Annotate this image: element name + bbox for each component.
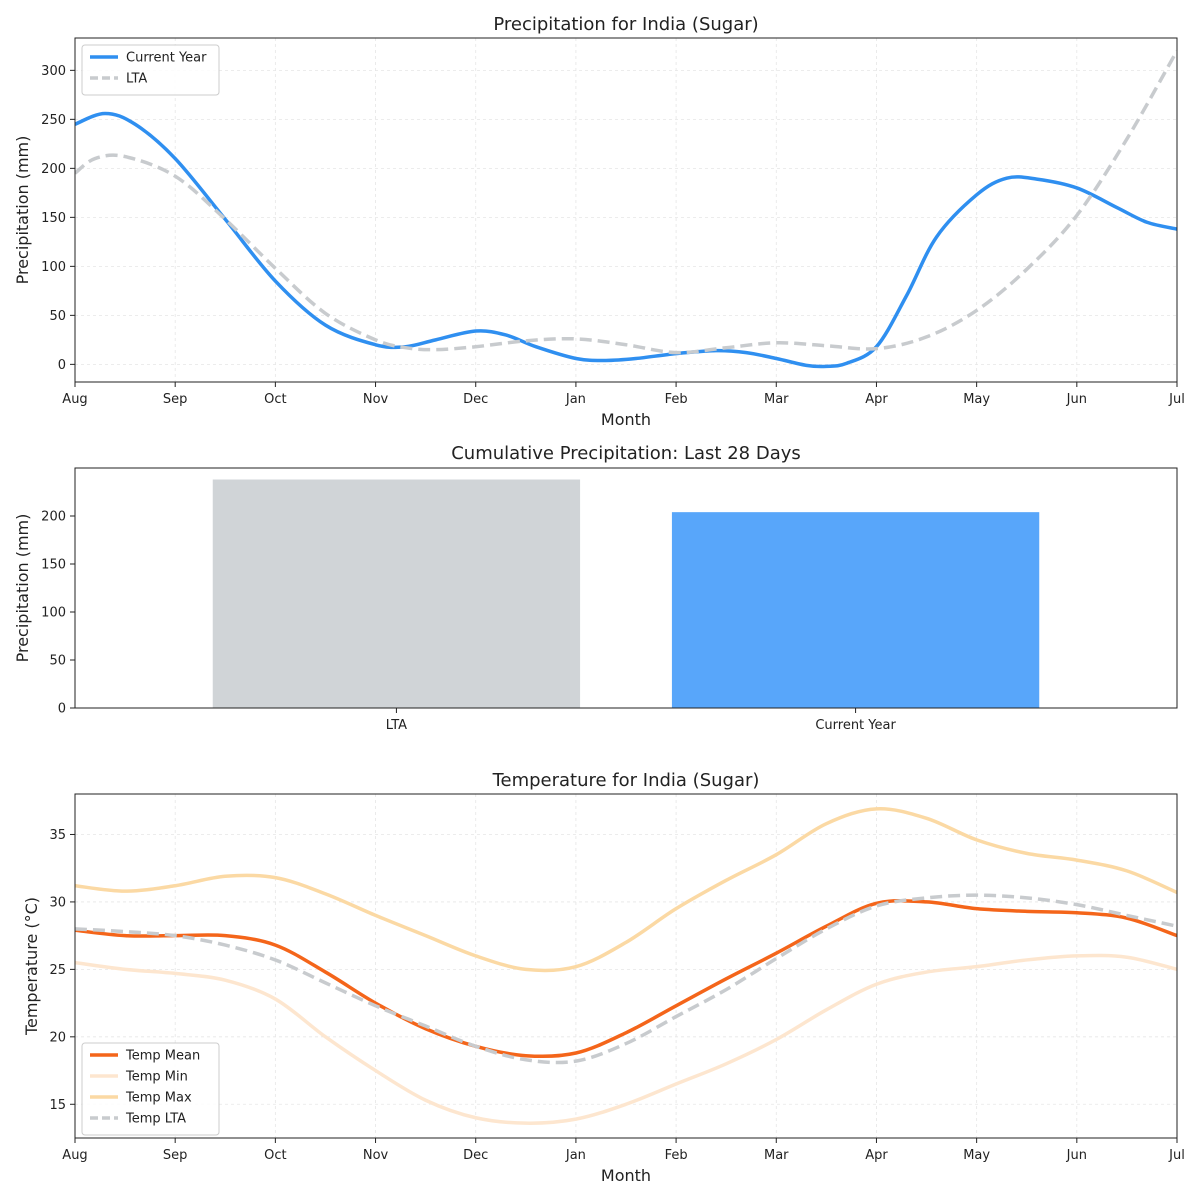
plot-background xyxy=(75,794,1177,1138)
chart-title: Temperature for India (Sugar) xyxy=(492,770,760,791)
y-tick-label: 30 xyxy=(49,895,66,910)
x-tick-label: Jun xyxy=(1066,392,1087,407)
x-tick-label: Aug xyxy=(62,392,87,407)
x-tick-label: Aug xyxy=(62,1148,87,1163)
x-tick-label: Jul xyxy=(1168,1148,1185,1163)
x-tick-label: LTA xyxy=(386,718,407,733)
x-tick-label: Oct xyxy=(264,392,286,407)
y-tick-label: 15 xyxy=(49,1098,66,1113)
x-tick-label: Jul xyxy=(1168,392,1185,407)
series-line-temp-lta xyxy=(75,893,1177,1065)
x-tick-label: Nov xyxy=(363,392,389,407)
y-tick-label: 300 xyxy=(41,64,66,79)
y-tick-label: 100 xyxy=(41,606,66,621)
x-tick-label: Nov xyxy=(363,1148,389,1163)
bar-lta xyxy=(212,479,581,708)
x-tick-label: Sep xyxy=(163,1148,188,1163)
y-tick-label: 0 xyxy=(58,702,66,717)
y-axis-label: Temperature (°C) xyxy=(22,897,41,1036)
bar-current-year xyxy=(671,512,1040,708)
series-line-temp-min xyxy=(75,953,1177,1125)
y-axis-label: Precipitation (mm) xyxy=(13,514,32,663)
chart-title: Cumulative Precipitation: Last 28 Days xyxy=(451,443,801,464)
series-line-lta xyxy=(75,49,1177,355)
x-tick-label: Feb xyxy=(665,1148,688,1163)
x-tick-label: Mar xyxy=(764,392,789,407)
series-group xyxy=(75,49,1177,369)
temperature-line-chart: 15 20 25 30 35 Aug Sep Oct Nov Dec Jan Feb Mar Apr May… xyxy=(22,770,1185,1185)
x-tick-label: Current Year xyxy=(815,718,896,733)
y-tick-label: 20 xyxy=(49,1030,66,1045)
plot-frame xyxy=(74,793,1178,1139)
x-tick-label: Dec xyxy=(463,392,488,407)
x-axis-label: Month xyxy=(601,1166,651,1185)
legend: Temp Mean Temp Min Temp Max Temp LTA xyxy=(81,1042,220,1136)
y-tick-label: 50 xyxy=(49,654,66,669)
x-axis-label: Month xyxy=(601,410,651,429)
y-tick-label: 150 xyxy=(41,558,66,573)
y-tick-label: 200 xyxy=(41,162,66,177)
plot-frame xyxy=(74,467,1178,709)
x-tick-label: May xyxy=(963,392,990,407)
legend-label-temp-lta: Temp LTA xyxy=(125,1112,186,1127)
precipitation-line-chart: 0 50 100 150 200 250 300 Aug Sep Oct Nov Dec Jan Feb M… xyxy=(13,14,1185,429)
legend-label-current-year: Current Year xyxy=(126,51,207,66)
chart-title: Precipitation for India (Sugar) xyxy=(493,14,758,35)
y-tick-label: 35 xyxy=(49,828,66,843)
x-tick-label: Jan xyxy=(565,392,586,407)
x-tick-label: Jan xyxy=(565,1148,586,1163)
plot-frame xyxy=(74,37,1178,383)
series-group xyxy=(75,807,1177,1125)
y-tick-label: 250 xyxy=(41,113,66,128)
x-tick-label: Mar xyxy=(764,1148,789,1163)
x-tick-label: Apr xyxy=(865,1148,888,1163)
x-tick-label: Apr xyxy=(865,392,888,407)
y-axis-label: Precipitation (mm) xyxy=(13,136,32,285)
series-line-temp-mean xyxy=(75,898,1177,1059)
y-tick-label: 50 xyxy=(49,309,66,324)
y-tick-label: 150 xyxy=(41,211,66,226)
legend: Current Year LTA xyxy=(81,44,220,96)
x-tick-label: Jun xyxy=(1066,1148,1087,1163)
y-tick-label: 25 xyxy=(49,963,66,978)
legend-box xyxy=(81,1042,220,1136)
y-tick-label: 200 xyxy=(41,510,66,525)
legend-label-temp-max: Temp Max xyxy=(125,1091,192,1106)
legend-label-lta: LTA xyxy=(126,72,147,87)
series-line-temp-max xyxy=(75,807,1177,973)
x-tick-label: Oct xyxy=(264,1148,286,1163)
legend-label-temp-mean: Temp Mean xyxy=(125,1049,200,1064)
x-tick-label: Dec xyxy=(463,1148,488,1163)
x-tick-label: May xyxy=(963,1148,990,1163)
x-tick-label: Sep xyxy=(163,392,188,407)
legend-label-temp-min: Temp Min xyxy=(125,1070,188,1085)
cumulative-precipitation-bar-chart: 0 50 100 150 200 LTA Current Year Cumulative P… xyxy=(13,443,1178,733)
x-tick-label: Feb xyxy=(665,392,688,407)
y-tick-label: 0 xyxy=(58,358,66,373)
plot-background xyxy=(75,38,1177,382)
y-tick-label: 100 xyxy=(41,260,66,275)
